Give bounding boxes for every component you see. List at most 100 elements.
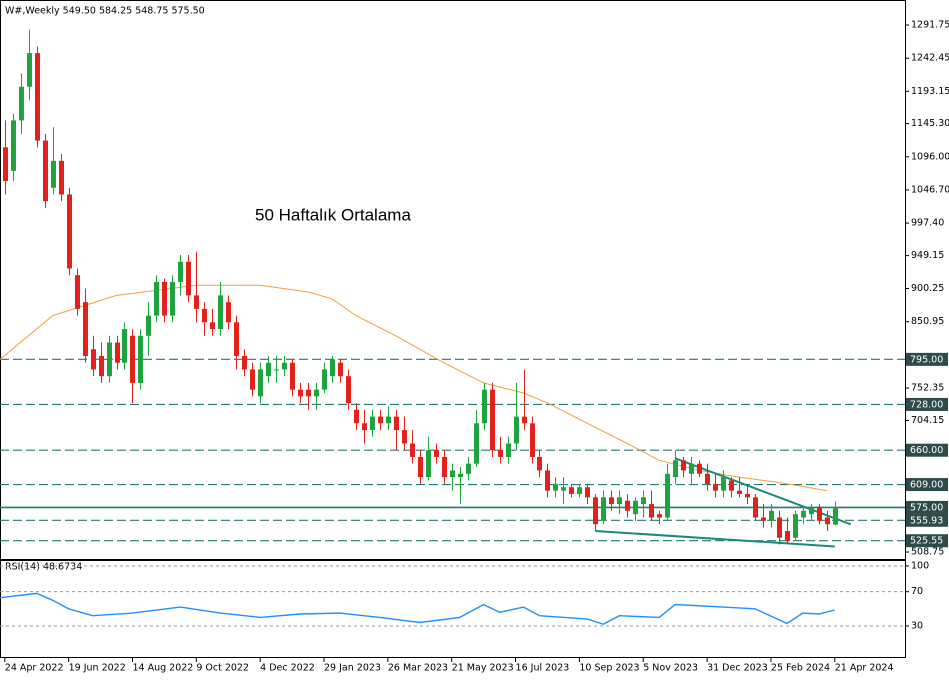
y-tick-label: 1193.15 (911, 86, 949, 97)
level-label: 728.00 (910, 399, 943, 410)
candle-body (330, 359, 335, 377)
candle-body (122, 329, 127, 363)
candle-body (107, 342, 112, 377)
candle-body (681, 460, 686, 471)
x-tick-label: 21 Apr 2024 (835, 663, 894, 674)
annotation: 50 Haftalık Ortalama (255, 205, 411, 224)
candle-body (673, 460, 678, 478)
x-tick-label: 14 Aug 2022 (132, 663, 193, 674)
candle-body (27, 53, 32, 87)
candle-body (218, 295, 223, 330)
candle-body (753, 497, 758, 518)
candle-body (115, 342, 120, 363)
candle-body (3, 147, 8, 181)
candle-body (825, 517, 830, 525)
candle-body (354, 409, 359, 424)
y-tick-label: 1096.00 (911, 151, 949, 162)
candle-body (641, 497, 646, 505)
candle-body (585, 487, 590, 498)
candle-body (258, 369, 263, 397)
rsi-tick-label: 100 (911, 560, 929, 571)
rsi-line (0, 592, 835, 626)
candle-body (833, 507, 838, 525)
candle-body (434, 450, 439, 457)
candle-body (537, 456, 542, 471)
candle-body (210, 322, 215, 330)
candle-body (625, 500, 630, 511)
candle-body (170, 281, 175, 316)
candle-body (817, 507, 822, 521)
candle-body (530, 423, 535, 457)
level-label-bg (906, 478, 948, 492)
candle-body (75, 275, 80, 309)
y-tick-label: 508.75 (911, 547, 944, 558)
candle-body (242, 355, 247, 370)
candle-body (593, 497, 598, 525)
y-tick-label: 1291.75 (911, 19, 949, 30)
candle-body (162, 281, 167, 316)
level-label: 795.00 (910, 354, 943, 365)
y-tick-label: 997.40 (911, 218, 944, 229)
candle-body (418, 456, 423, 478)
moving-average (0, 284, 827, 492)
y-tick-label: 1145.30 (911, 118, 949, 129)
candle-body (577, 487, 582, 494)
x-tick-label: 29 Jan 2023 (324, 663, 381, 674)
x-tick-label: 10 Sep 2023 (579, 663, 639, 674)
candle-body (67, 194, 72, 269)
candle-body (498, 450, 503, 457)
rsi-tick-label: 70 (911, 586, 923, 597)
candle-body (298, 389, 303, 397)
level-label: 525.55 (910, 536, 943, 547)
level-label: 575.00 (910, 502, 943, 513)
candle-body (514, 416, 519, 444)
candle-body (202, 308, 207, 323)
x-tick-label: 25 Feb 2024 (771, 663, 830, 674)
candle-body (617, 497, 622, 505)
candle-body (801, 510, 806, 518)
candle-body (386, 416, 391, 424)
level-label-bg (906, 352, 948, 366)
candle-body (553, 483, 558, 491)
rsi-title: RSI(14) 48.6734 (5, 562, 82, 573)
candle-body (290, 362, 295, 390)
candle-body (194, 295, 199, 309)
candle-body (154, 281, 159, 316)
candle-body (442, 456, 447, 478)
level-label-bg (906, 534, 948, 548)
candle-body (809, 507, 814, 515)
y-tick-label: 1046.70 (911, 184, 949, 195)
level-label-bg (906, 443, 948, 457)
y-tick-label: 704.15 (911, 415, 944, 426)
candle-body (466, 463, 471, 474)
candle-body (322, 369, 327, 390)
y-tick-label: 850.95 (911, 316, 944, 327)
candle-body (130, 335, 135, 383)
level-label-bg (906, 500, 948, 514)
candle-body (226, 302, 231, 323)
candle-body (250, 369, 255, 390)
candle-body (146, 315, 151, 336)
candle-body (649, 504, 654, 518)
candle-body (59, 160, 64, 195)
candle-body (83, 302, 88, 356)
candle-body (314, 389, 319, 397)
x-tick-label: 19 Jun 2022 (69, 663, 126, 674)
candle-body (99, 355, 104, 377)
y-tick-label: 752.35 (911, 383, 944, 394)
x-tick-label: 24 Apr 2022 (5, 663, 64, 674)
candle-body (458, 473, 463, 478)
candle-body (482, 389, 487, 424)
x-tick-label: 31 Dec 2023 (707, 663, 768, 674)
candle-body (51, 160, 56, 188)
candle-body (282, 362, 287, 370)
candle-body (186, 261, 191, 296)
x-tick-label: 16 Jul 2023 (516, 663, 570, 674)
x-tick-label: 5 Nov 2023 (643, 663, 698, 674)
candle-body (378, 416, 383, 424)
candle-body (657, 514, 662, 518)
candle-body (362, 423, 367, 431)
candle-body (601, 497, 606, 521)
candle-body (346, 376, 351, 404)
